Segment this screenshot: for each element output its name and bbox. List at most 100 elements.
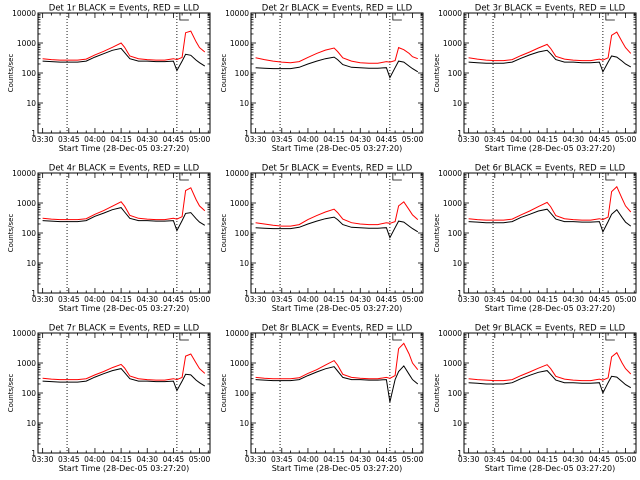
x-tick-label: 04:45 [163,455,185,464]
chart-panel-9: 1 10 100 1000 10000 03:30 03:45 04:00 04:15 04:30… [433,324,637,474]
x-tick-label: 03:45 [58,135,80,144]
x-tick-label: 04:00 [510,295,532,304]
y-axis-label: Counts/sec [433,214,441,253]
series-line-lld [42,353,206,381]
bracket-marker [605,13,615,21]
chart-title: Det 9r BLACK = Events, RED = LLD [475,324,626,334]
y-tick-label: 10 [452,99,462,108]
x-tick-label: 04:30 [562,455,584,464]
x-tick-label: 03:45 [58,455,80,464]
x-tick-label: 04:45 [589,135,611,144]
x-tick-label: 05:00 [402,135,424,144]
x-tick-label: 04:45 [589,295,611,304]
x-tick-label: 03:30 [458,295,480,304]
y-axis-label: Counts/sec [220,374,228,413]
chart-panel-7: 1 10 100 1000 10000 03:30 03:45 04:00 04:15 04:30… [7,324,211,474]
x-tick-label: 05:00 [615,295,637,304]
x-tick-label: 04:30 [349,295,371,304]
y-tick-label: 10000 [225,329,249,338]
x-tick-label: 03:30 [245,135,267,144]
y-tick-label: 1000 [17,39,36,48]
series-line-events [42,368,206,392]
x-axis-label: Start Time (28-Dec-05 03:27:20) [272,464,403,473]
x-axis-label: Start Time (28-Dec-05 03:27:20) [272,144,403,153]
bracket-marker [179,13,189,21]
y-tick-label: 10000 [12,9,36,18]
y-tick-label: 10000 [12,169,36,178]
chart-title: Det 7r BLACK = Events, RED = LLD [49,324,200,334]
chart-title: Det 4r BLACK = Events, RED = LLD [49,164,200,174]
x-tick-label: 04:15 [536,295,558,304]
y-tick-label: 100 [22,229,37,238]
x-tick-label: 04:45 [163,295,185,304]
x-tick-label: 03:30 [245,295,267,304]
y-axis-label: Counts/sec [7,54,15,93]
x-tick-label: 04:15 [110,295,132,304]
plot-frame [463,172,637,294]
x-tick-label: 04:30 [136,135,158,144]
plot-frame [463,332,637,454]
x-tick-label: 04:00 [510,455,532,464]
series-line-lld [255,46,418,64]
x-tick-label: 04:00 [510,135,532,144]
y-tick-label: 10 [239,99,249,108]
x-tick-label: 04:30 [136,295,158,304]
chart-panel-2: 1 10 100 1000 10000 03:30 03:45 04:00 04:15 04:30… [220,4,424,154]
x-tick-label: 04:15 [110,135,132,144]
x-tick-label: 04:30 [562,295,584,304]
x-tick-label: 04:15 [110,455,132,464]
bracket-marker [392,13,402,21]
y-tick-label: 1000 [230,359,249,368]
series-line-lld [468,351,632,382]
chart-panel-3: 1 10 100 1000 10000 03:30 03:45 04:00 04:15 04:30… [433,4,637,154]
y-axis-label: Counts/sec [220,54,228,93]
y-tick-label: 10 [239,259,249,268]
y-tick-label: 10 [26,99,36,108]
x-axis-label: Start Time (28-Dec-05 03:27:20) [485,304,616,313]
x-tick-label: 03:30 [245,455,267,464]
bracket-marker [179,173,189,181]
x-tick-label: 05:00 [189,455,211,464]
x-tick-label: 03:30 [32,135,54,144]
series-line-events [468,49,632,74]
x-tick-label: 04:30 [136,455,158,464]
x-tick-label: 05:00 [402,295,424,304]
y-tick-label: 10000 [438,329,462,338]
y-tick-label: 100 [448,389,463,398]
y-tick-label: 100 [448,69,463,78]
x-tick-label: 03:30 [32,455,54,464]
y-tick-label: 10000 [225,169,249,178]
y-axis-label: Counts/sec [433,54,441,93]
x-tick-label: 05:00 [615,455,637,464]
y-tick-label: 1 [457,449,462,458]
plot-frame [250,332,424,454]
chart-title: Det 8r BLACK = Events, RED = LLD [262,324,413,334]
x-tick-label: 04:45 [376,295,398,304]
plot-frame [37,12,211,134]
chart-panel-6: 1 10 100 1000 10000 03:30 03:45 04:00 04:15 04:30… [433,164,637,314]
y-tick-label: 100 [22,389,37,398]
series-line-lld [255,342,419,380]
x-tick-label: 04:15 [323,295,345,304]
x-axis-label: Start Time (28-Dec-05 03:27:20) [59,144,190,153]
x-tick-label: 05:00 [189,135,211,144]
y-tick-label: 1000 [17,199,36,208]
series-line-lld [42,30,206,61]
y-tick-label: 1 [31,129,36,138]
y-tick-label: 100 [235,229,250,238]
x-axis-label: Start Time (28-Dec-05 03:27:20) [272,304,403,313]
y-tick-label: 100 [235,389,250,398]
x-tick-label: 03:30 [32,295,54,304]
x-tick-label: 03:45 [484,295,506,304]
x-tick-label: 03:45 [58,295,80,304]
y-tick-label: 10 [26,259,36,268]
y-tick-label: 1 [457,289,462,298]
x-axis-label: Start Time (28-Dec-05 03:27:20) [485,464,616,473]
chart-panel-8: 1 10 100 1000 10000 03:30 03:45 04:00 04:15 04:30… [220,324,424,474]
x-tick-label: 05:00 [615,135,637,144]
bracket-marker [179,333,189,341]
y-tick-label: 1 [31,449,36,458]
y-tick-label: 10 [452,419,462,428]
series-line-events [468,208,632,234]
